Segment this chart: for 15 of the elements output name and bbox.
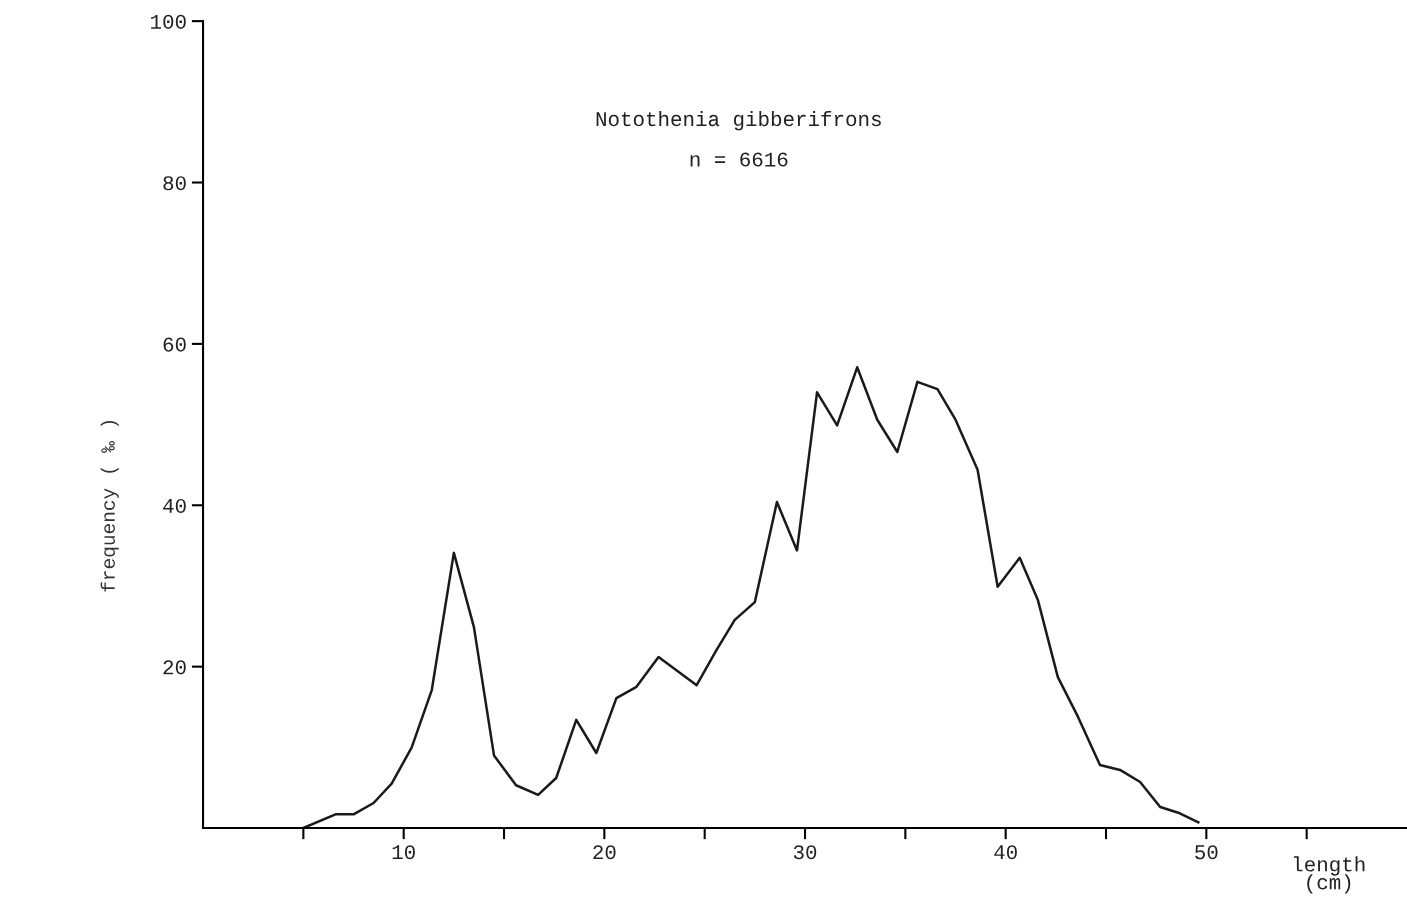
x-tick-label: 30 xyxy=(793,845,817,860)
annotation: n = 6616 xyxy=(690,152,788,167)
line-series xyxy=(302,366,1200,829)
x-axis-title: length (cm) xyxy=(1293,856,1365,894)
y-tick-label: 100 xyxy=(151,14,186,29)
x-tick-label: 40 xyxy=(994,845,1017,860)
x-tick-label: 50 xyxy=(1195,845,1218,860)
x-tick-label: 20 xyxy=(593,845,616,860)
y-tick-label: 60 xyxy=(163,337,186,352)
annotation: Notothenia gibberifrons xyxy=(596,110,881,131)
y-tick-label: 80 xyxy=(163,176,186,191)
y-axis-title: frequency ( ‰ ) xyxy=(100,421,119,592)
x-tick-label: 10 xyxy=(392,845,415,860)
y-tick-label: 40 xyxy=(163,498,186,514)
y-tick-label: 20 xyxy=(163,660,186,675)
